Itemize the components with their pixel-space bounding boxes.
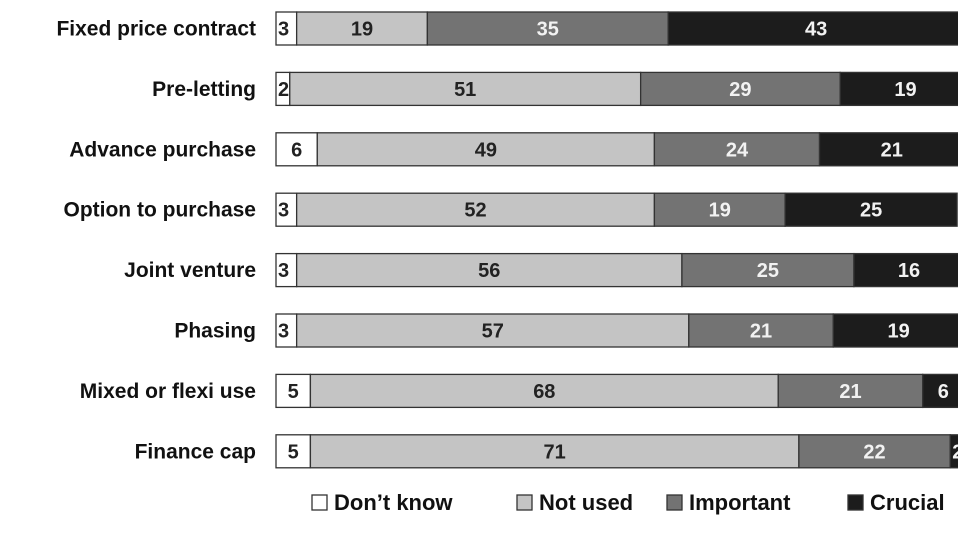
data-label-important-joint-venture: 25	[757, 260, 779, 282]
bar-segment-crucial-advance-purchase	[818, 132, 958, 167]
legend-label-important: Important	[689, 490, 791, 515]
data-label-not-used-finance-cap: 71	[544, 441, 566, 463]
bar-segment-important-finance-cap	[798, 434, 951, 469]
data-label-dont-know-joint-venture: 3	[278, 260, 289, 282]
bar-segment-crucial-phasing	[832, 313, 958, 348]
data-label-not-used-advance-purchase: 49	[475, 139, 497, 161]
bar-segment-crucial-fixed-price-contract	[667, 11, 958, 46]
data-label-dont-know-pre-letting: 2	[278, 79, 289, 101]
data-label-crucial-pre-letting: 19	[894, 79, 916, 101]
data-label-not-used-option-to-purchase: 52	[464, 200, 486, 222]
category-label-joint-venture: Joint venture	[124, 259, 256, 282]
bar-segment-crucial-joint-venture	[853, 252, 958, 288]
bar-segment-dont-know-finance-cap	[275, 434, 312, 469]
category-label-phasing: Phasing	[174, 320, 256, 343]
legend-swatch-important	[666, 494, 683, 511]
bars-group: 3 19 35 432 51 29 196 49 24 213 52 19 253 56 25 163 57 21…	[275, 11, 958, 469]
bar-segment-important-joint-venture	[681, 252, 855, 288]
bar-segment-not-used-option-to-purchase	[295, 192, 656, 227]
bar-segment-important-option-to-purchase	[653, 192, 786, 227]
legend-label-crucial: Crucial	[870, 490, 945, 515]
data-label-important-advance-purchase: 24	[726, 139, 749, 161]
bar-segment-important-advance-purchase	[653, 132, 821, 167]
legend-swatch-crucial	[847, 494, 864, 511]
bar-segment-important-pre-letting	[639, 71, 841, 107]
bar-segment-not-used-fixed-price-contract	[295, 11, 429, 46]
data-label-crucial-phasing: 19	[888, 321, 910, 343]
data-label-not-used-phasing: 57	[482, 321, 504, 343]
bar-segment-important-phasing	[688, 313, 834, 348]
data-label-crucial-option-to-purchase: 25	[860, 200, 882, 222]
data-label-dont-know-fixed-price-contract: 3	[278, 19, 289, 41]
legend-label-not-used: Not used	[539, 490, 633, 515]
legend-label-dont-know: Don’t know	[334, 490, 453, 515]
category-label-option-to-purchase: Option to purchase	[63, 199, 256, 222]
bar-segment-crucial-option-to-purchase	[784, 192, 958, 227]
data-label-not-used-fixed-price-contract: 19	[351, 19, 373, 41]
data-label-important-option-to-purchase: 19	[709, 200, 731, 222]
category-label-pre-letting: Pre-letting	[152, 78, 256, 101]
data-label-crucial-finance-cap: 2	[952, 441, 958, 463]
data-label-crucial-fixed-price-contract: 43	[805, 19, 827, 41]
data-label-dont-know-option-to-purchase: 3	[278, 200, 289, 222]
bar-segment-not-used-phasing	[295, 313, 690, 348]
bar-segment-not-used-pre-letting	[289, 71, 642, 107]
data-label-not-used-mixed-or-flexi-use: 68	[533, 381, 555, 403]
data-label-crucial-advance-purchase: 21	[881, 139, 903, 161]
category-label-mixed-or-flexi-use: Mixed or flexi use	[80, 380, 256, 403]
data-label-not-used-pre-letting: 51	[454, 79, 476, 101]
bar-segment-not-used-advance-purchase	[316, 132, 656, 167]
bar-segment-important-mixed-or-flexi-use	[777, 373, 924, 409]
data-label-not-used-joint-venture: 56	[478, 260, 500, 282]
bar-segment-crucial-pre-letting	[839, 71, 958, 107]
data-label-dont-know-advance-purchase: 6	[291, 139, 302, 161]
category-label-fixed-price-contract: Fixed price contract	[56, 18, 256, 41]
bar-segment-not-used-joint-venture	[295, 252, 683, 288]
bar-segment-crucial-finance-cap	[949, 434, 958, 469]
data-label-dont-know-finance-cap: 5	[288, 441, 299, 463]
legend-swatch-not-used	[516, 494, 533, 511]
category-labels: Fixed price contract Pre-letting Advance p…	[56, 18, 256, 464]
data-label-crucial-mixed-or-flexi-use: 6	[938, 381, 949, 403]
data-label-important-fixed-price-contract: 35	[537, 19, 559, 41]
data-label-important-mixed-or-flexi-use: 21	[839, 381, 861, 403]
data-label-dont-know-phasing: 3	[278, 321, 289, 343]
category-label-advance-purchase: Advance purchase	[69, 138, 256, 161]
data-label-important-pre-letting: 29	[729, 79, 751, 101]
bar-segment-not-used-mixed-or-flexi-use	[309, 373, 779, 409]
data-label-crucial-joint-venture: 16	[898, 260, 920, 282]
legend: Don’t know Not used Important Crucial	[311, 490, 945, 515]
data-label-important-phasing: 21	[750, 321, 772, 343]
bar-segment-not-used-finance-cap	[309, 434, 800, 469]
data-label-important-finance-cap: 22	[863, 441, 885, 463]
legend-swatch-dont-know	[311, 494, 328, 511]
bar-segment-crucial-mixed-or-flexi-use	[922, 373, 958, 409]
data-label-dont-know-mixed-or-flexi-use: 5	[288, 381, 299, 403]
category-label-finance-cap: Finance cap	[135, 440, 256, 463]
bar-segment-important-fixed-price-contract	[426, 11, 669, 46]
